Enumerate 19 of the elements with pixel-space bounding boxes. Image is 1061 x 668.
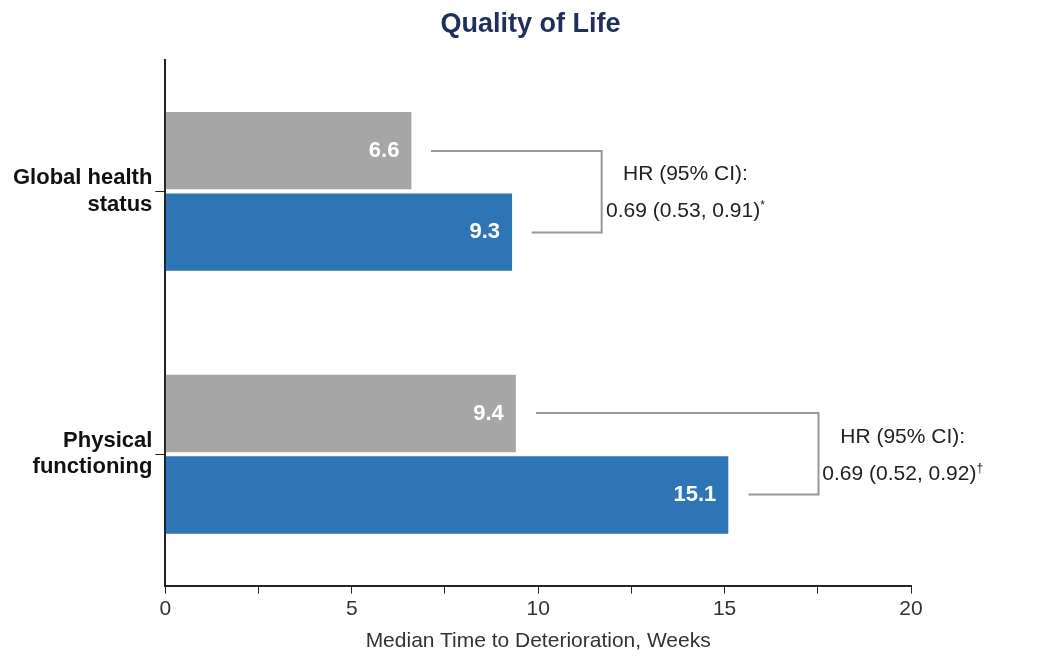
y-tick-label: Physical functioning [32,427,153,479]
data-label: 9.3 [469,218,501,244]
data-label: 6.6 [368,136,400,162]
x-axis-title: Median Time to Deterioration, Weeks [365,628,711,652]
bar [165,111,412,190]
x-tick-label: 0 [159,596,172,619]
data-label: 9.4 [473,399,505,425]
x-tick-label: 5 [345,596,358,619]
y-tick-label: Global health status [12,164,153,216]
bar [165,374,516,453]
x-tick-label: 20 [899,596,923,619]
chart-title: Quality of Life [439,8,622,39]
x-tick-label: 15 [712,596,737,619]
annotation: HR (95% CI): 0.69 (0.53, 0.91)$^{*}$ [606,159,765,223]
bar [165,193,513,271]
x-tick-label: 10 [526,596,550,619]
data-label: 15.1 [673,481,717,506]
annotation: HR (95% CI): 0.69 (0.52, 0.92)$^{†}$ [822,422,984,486]
bar [165,456,729,534]
